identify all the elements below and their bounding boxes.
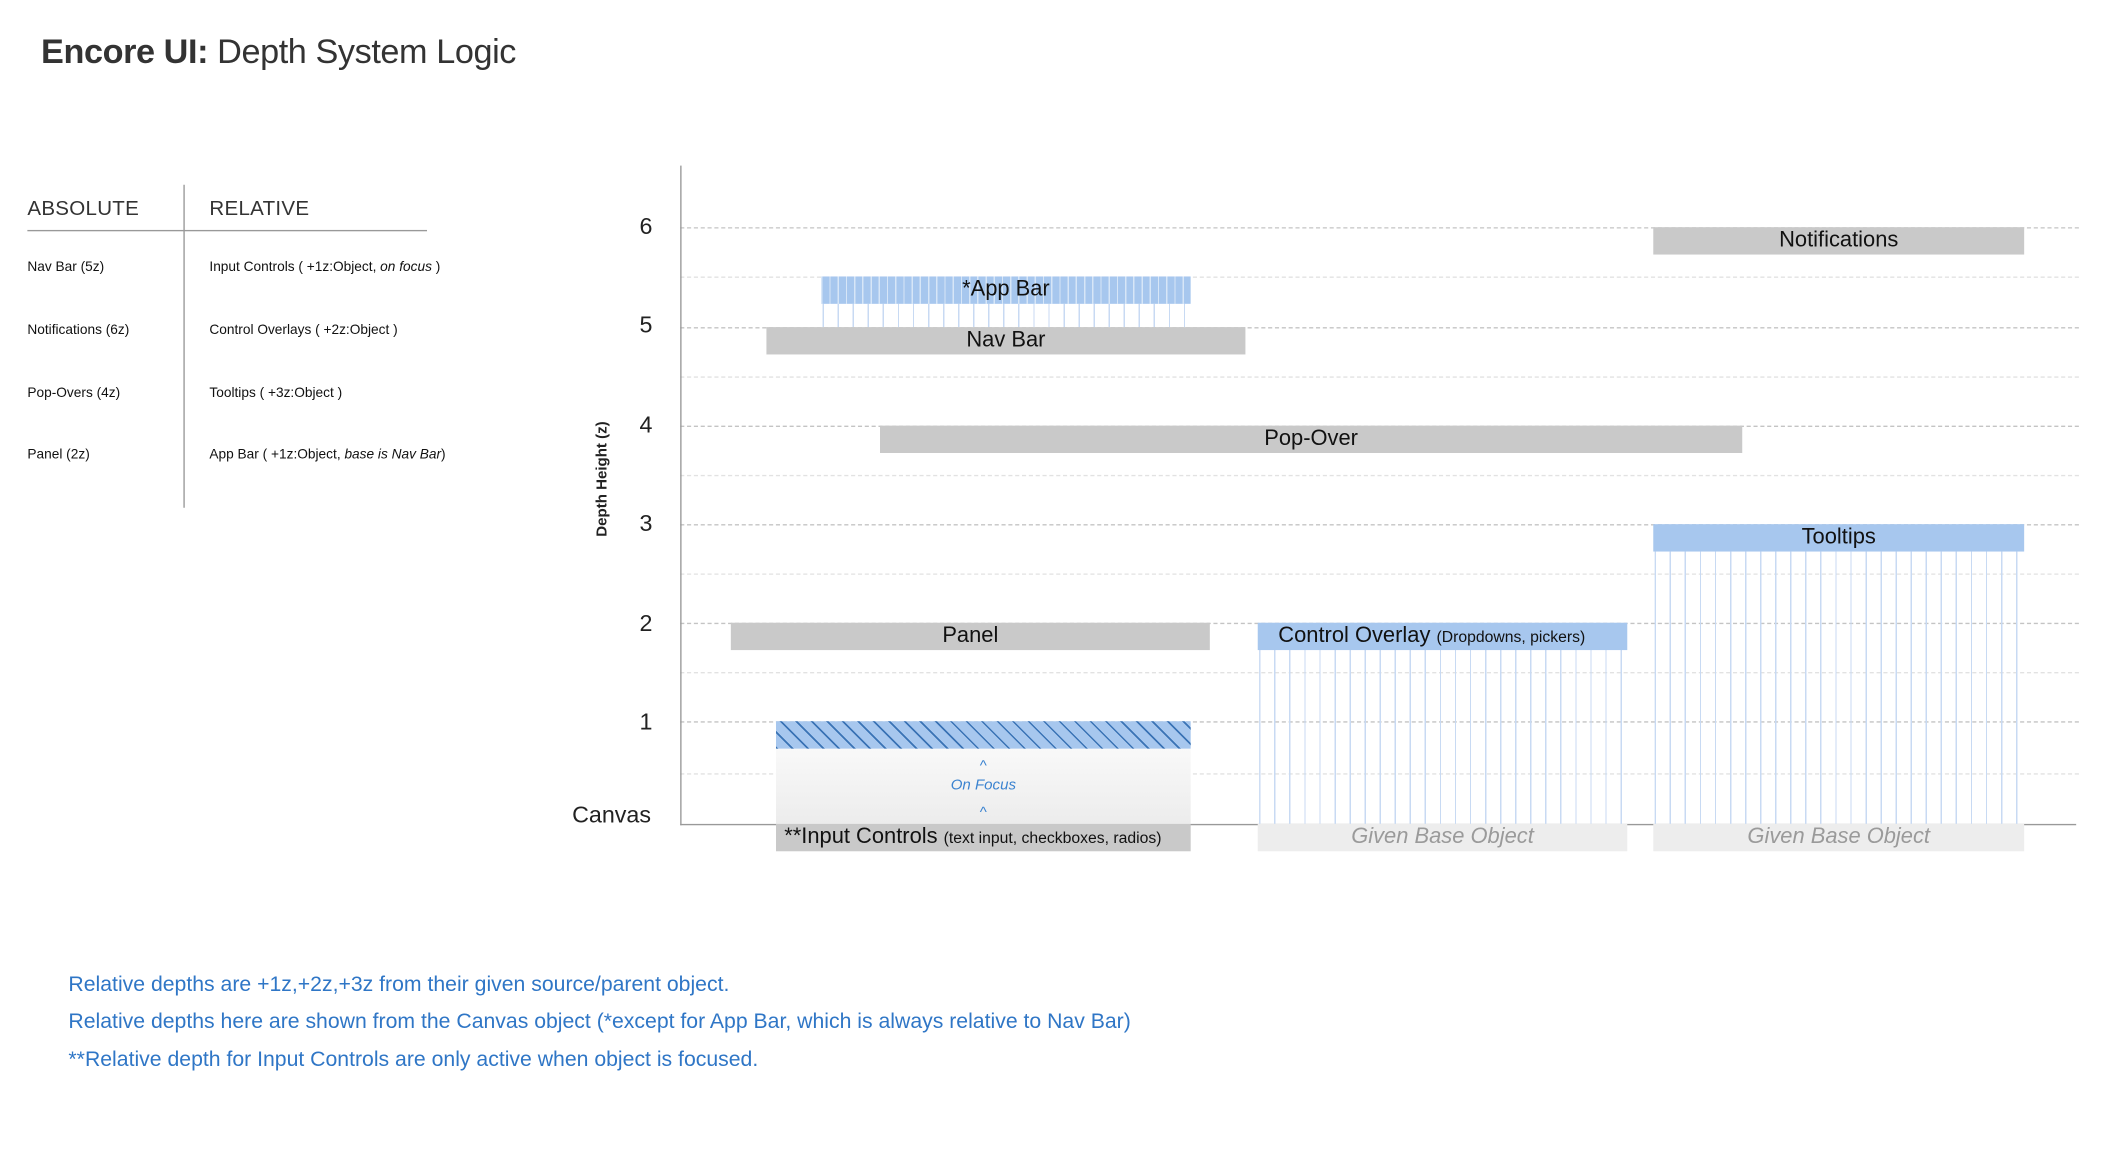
on-focus-label: On Focus [950, 777, 1016, 794]
input-controls-bar: **Input Controls (text input, checkboxes… [775, 823, 1191, 852]
relative-item: Tooltips ( +3z:Object ) [209, 385, 343, 401]
nav-bar-bar: Nav Bar [766, 327, 1246, 355]
column-header-absolute: ABSOLUTE [27, 197, 140, 221]
pop-over-bar: Pop-Over [880, 425, 1743, 454]
gridline-5 [680, 327, 2079, 329]
relative-item: Control Overlays ( +2z:Object ) [209, 322, 398, 339]
panel-bar: Panel [730, 622, 1210, 651]
caret-up-icon: ^ [979, 804, 987, 822]
tooltips-bar: Tooltips [1653, 524, 2025, 552]
app-bar-bar: *App Bar [821, 276, 1191, 304]
relative-item: Input Controls ( +1z:Object, on focus ) [209, 260, 441, 276]
notifications-bar: Notifications [1653, 227, 2025, 255]
y-tick-2: 2 [639, 610, 653, 637]
column-header-relative: RELATIVE [209, 197, 310, 221]
gridline-6 [680, 227, 2079, 229]
absolute-item: Notifications (6z) [27, 322, 130, 339]
control-overlay-bar: Control Overlay (Dropdowns, pickers) [1257, 622, 1628, 651]
absolute-item: Nav Bar (5z) [27, 260, 105, 276]
absolute-item: Pop-Overs (4z) [27, 385, 121, 401]
footnote: Relative depths here are shown from the … [68, 1010, 1131, 1034]
y-tick-1: 1 [639, 708, 653, 735]
absolute-item: Panel (2z) [27, 447, 90, 463]
gridline-minor [680, 276, 2079, 278]
table-divider [27, 229, 428, 232]
y-axis-label: Depth Height (z) [593, 421, 611, 537]
y-tick-4: 4 [639, 411, 653, 438]
on-focus-zone [775, 748, 1191, 824]
gridline-3 [680, 524, 2079, 526]
base-object-2: Given Base Object [1653, 823, 2025, 852]
gridline-minor [680, 376, 2079, 378]
gridline-minor [680, 474, 2079, 477]
footnote: **Relative depth for Input Controls are … [68, 1048, 759, 1072]
y-axis [680, 165, 682, 826]
table-column-divider [183, 184, 185, 508]
relative-item: App Bar ( +1z:Object, base is Nav Bar) [209, 447, 446, 463]
y-tick-6: 6 [639, 213, 653, 240]
input-controls-focus-bar [775, 721, 1191, 749]
app-bar-shaft [822, 303, 1190, 328]
y-tick-3: 3 [639, 510, 653, 537]
canvas-label: Canvas [572, 801, 651, 829]
tooltips-shaft [1654, 551, 2023, 824]
page-title: Encore UI: Depth System Logic [41, 32, 516, 72]
y-tick-5: 5 [639, 312, 653, 339]
base-object-1: Given Base Object [1257, 823, 1628, 852]
caret-up-icon: ^ [979, 758, 987, 775]
footnote: Relative depths are +1z,+2z,+3z from the… [68, 973, 730, 997]
control-overlay-shaft [1259, 648, 1626, 824]
gridline-minor [680, 573, 2079, 575]
